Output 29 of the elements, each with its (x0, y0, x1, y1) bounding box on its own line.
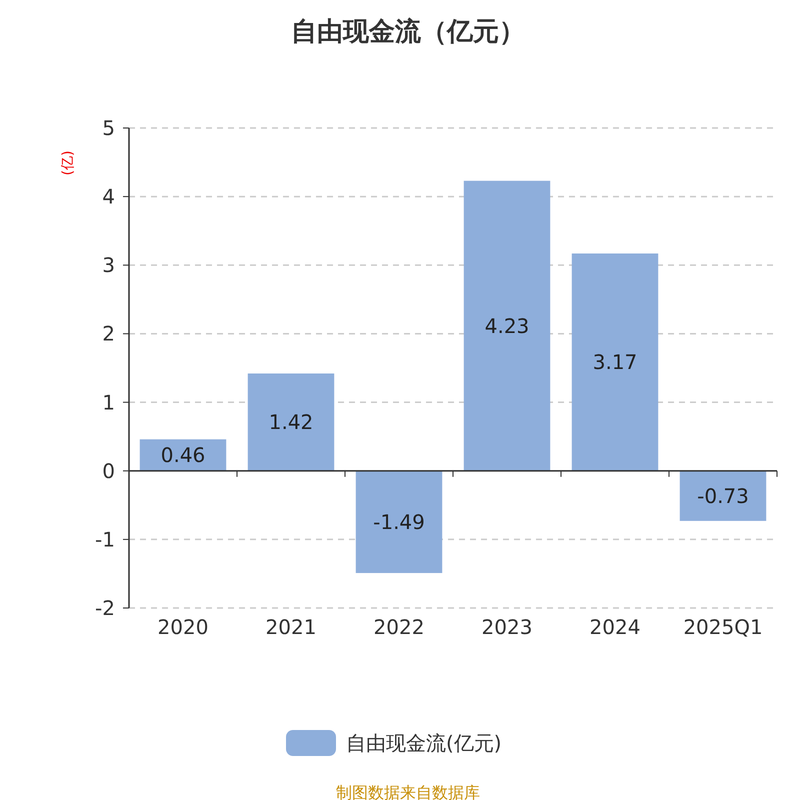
y-tick-label: 0 (102, 458, 115, 483)
y-tick-label: 5 (102, 116, 115, 140)
x-tick-label: 2024 (590, 615, 640, 639)
bar (464, 180, 550, 471)
x-tick-label: 2022 (374, 615, 424, 639)
x-tick-label: 2023 (482, 615, 532, 639)
data-label: -1.49 (373, 510, 425, 534)
data-label: 3.17 (592, 350, 638, 374)
bar (680, 470, 766, 521)
data-label: 1.42 (268, 410, 314, 434)
bar (572, 253, 658, 471)
y-tick-label: 3 (102, 253, 115, 278)
y-tick-label: 2 (102, 322, 115, 346)
y-tick-label: -1 (95, 527, 115, 552)
x-tick-label: 2021 (266, 615, 316, 639)
x-tick-label: 2020 (158, 615, 208, 639)
legend-label: 自由现金流(亿元) (346, 731, 502, 755)
y-tick-label: 1 (102, 390, 115, 414)
chart-title: 自由现金流（亿元） (291, 17, 525, 47)
bar (248, 373, 334, 471)
data-label: 0.46 (160, 443, 206, 468)
x-tick-label: 2025Q1 (683, 615, 763, 639)
y-tick-label: -2 (95, 596, 115, 620)
y-axis-title: (亿) (60, 150, 76, 176)
bar (356, 470, 442, 574)
text: 制图数据来自数据库 (336, 783, 480, 800)
data-label: -0.73 (697, 484, 749, 508)
data-label: 4.23 (484, 314, 530, 338)
y-tick-label: 4 (102, 184, 115, 209)
